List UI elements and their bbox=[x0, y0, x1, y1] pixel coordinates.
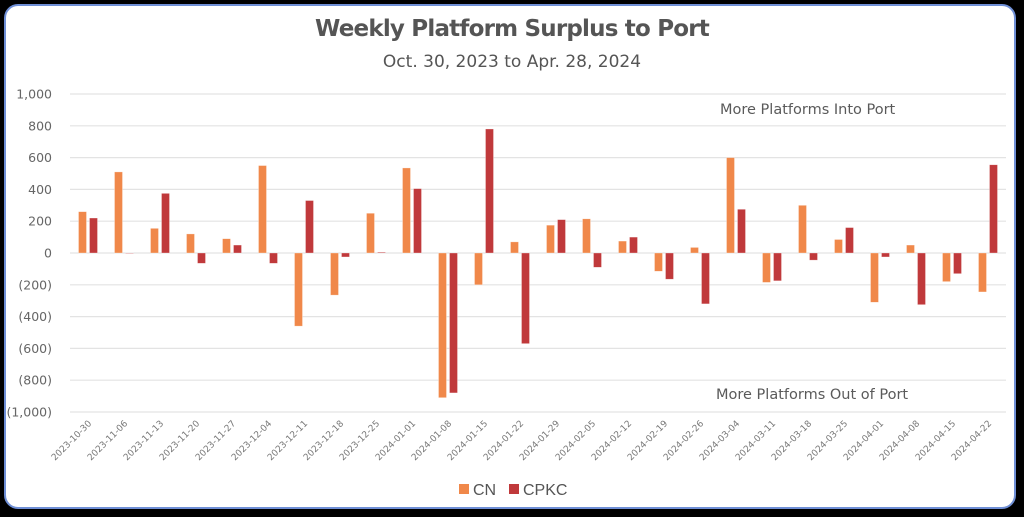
bar-cpkc-2024-02-19 bbox=[665, 252, 674, 280]
y-tick-label: 800 bbox=[28, 118, 52, 133]
bar-cpkc-2023-11-20 bbox=[197, 252, 206, 264]
y-tick-label: 0 bbox=[44, 246, 52, 261]
legend-item-cpkc[interactable]: CPKC bbox=[509, 482, 567, 499]
legend-swatch bbox=[459, 484, 469, 494]
bar-cn-2024-01-08 bbox=[438, 252, 447, 398]
bar-cn-2024-02-05 bbox=[582, 218, 591, 254]
bar-cpkc-2023-12-25 bbox=[377, 251, 386, 254]
chart-title: Weekly Platform Surplus to Port bbox=[314, 16, 710, 42]
y-axis-ticks: 1,000 800 600 400 200 0 (200) (400) (600) (800) (1… bbox=[6, 87, 52, 420]
bar-cn-2023-12-04 bbox=[258, 165, 267, 254]
y-tick-label: 400 bbox=[28, 182, 52, 197]
legend: CN CPKC bbox=[459, 482, 567, 499]
y-tick-label: (1,000) bbox=[6, 405, 52, 420]
bar-cpkc-2024-01-08 bbox=[449, 252, 458, 394]
legend-label: CN bbox=[473, 482, 496, 499]
bar-cpkc-2023-12-18 bbox=[341, 252, 350, 258]
bar-cn-2024-02-12 bbox=[618, 240, 627, 254]
bar-cn-2024-03-18 bbox=[798, 205, 807, 254]
y-tick-label: 600 bbox=[28, 150, 52, 165]
bar-cpkc-2023-11-06 bbox=[125, 252, 134, 254]
bar-cpkc-2024-01-01 bbox=[413, 188, 422, 254]
bar-cpkc-2024-02-26 bbox=[701, 252, 710, 305]
bar-cpkc-2024-01-15 bbox=[485, 128, 494, 254]
bar-cpkc-2024-04-22 bbox=[989, 164, 998, 254]
bar-cpkc-2024-04-01 bbox=[881, 252, 890, 258]
bar-cpkc-2023-11-13 bbox=[161, 193, 170, 254]
bar-cn-2024-04-22 bbox=[978, 252, 987, 293]
bar-cpkc-2024-02-05 bbox=[593, 252, 602, 268]
bar-cn-2024-02-19 bbox=[654, 252, 663, 272]
y-tick-label: (200) bbox=[18, 277, 52, 292]
annotation-into-port: More Platforms Into Port bbox=[720, 102, 896, 118]
bar-cn-2024-03-25 bbox=[834, 239, 843, 254]
bar-cpkc-2023-12-04 bbox=[269, 252, 278, 264]
bar-cn-2024-02-26 bbox=[690, 247, 699, 254]
bar-cn-2024-01-22 bbox=[510, 241, 519, 254]
bar-cpkc-2024-04-15 bbox=[953, 252, 962, 274]
y-tick-label: 1,000 bbox=[16, 87, 52, 102]
bar-cn-2023-12-18 bbox=[330, 252, 339, 296]
bar-cn-2024-04-15 bbox=[942, 252, 951, 282]
annotation-out-of-port: More Platforms Out of Port bbox=[716, 387, 908, 403]
bar-cn-2024-01-29 bbox=[546, 224, 555, 254]
bar-cn-2023-12-25 bbox=[366, 212, 375, 254]
bar-cn-2023-12-11 bbox=[294, 252, 303, 327]
bar-cn-2023-11-06 bbox=[114, 171, 123, 254]
bar-cn-2024-03-11 bbox=[762, 252, 771, 283]
bar-cn-2023-11-13 bbox=[150, 228, 159, 254]
legend-item-cn[interactable]: CN bbox=[459, 482, 496, 499]
bar-cn-2023-11-27 bbox=[222, 238, 231, 254]
bar-cpkc-2024-04-08 bbox=[917, 252, 926, 305]
bar-cpkc-2024-02-12 bbox=[629, 236, 638, 254]
chart-subtitle: Oct. 30, 2023 to Apr. 28, 2024 bbox=[382, 52, 642, 72]
bar-cn-2024-03-04 bbox=[726, 157, 735, 254]
chart-frame bbox=[4, 4, 1016, 509]
x-axis-ticks: 2023-10-302023-11-062023-11-132023-11-20… bbox=[50, 419, 994, 463]
y-tick-label: (600) bbox=[18, 341, 52, 356]
bar-cn-2023-11-20 bbox=[186, 233, 195, 254]
bars bbox=[78, 128, 998, 398]
bar-cn-2023-10-30 bbox=[78, 211, 87, 254]
y-tick-label: (400) bbox=[18, 309, 52, 324]
bar-cpkc-2024-01-22 bbox=[521, 252, 530, 344]
bar-cpkc-2024-03-18 bbox=[809, 252, 818, 261]
bar-cpkc-2024-03-25 bbox=[845, 227, 854, 254]
bar-cn-2024-04-08 bbox=[906, 244, 915, 254]
bar-cpkc-2023-12-11 bbox=[305, 200, 314, 254]
bar-cpkc-2023-11-27 bbox=[233, 244, 242, 254]
y-tick-label: (800) bbox=[18, 373, 52, 388]
bar-cn-2024-01-15 bbox=[474, 252, 483, 286]
bar-cpkc-2023-10-30 bbox=[89, 217, 98, 254]
bar-cpkc-2024-01-29 bbox=[557, 219, 566, 254]
legend-label: CPKC bbox=[523, 482, 567, 499]
bar-cpkc-2024-03-04 bbox=[737, 208, 746, 254]
bar-cn-2024-04-01 bbox=[870, 252, 879, 303]
bar-cn-2024-01-01 bbox=[402, 167, 411, 254]
gridlines bbox=[70, 93, 1006, 413]
legend-swatch bbox=[509, 484, 519, 494]
y-tick-label: 200 bbox=[28, 214, 52, 229]
bar-cpkc-2024-03-11 bbox=[773, 252, 782, 282]
